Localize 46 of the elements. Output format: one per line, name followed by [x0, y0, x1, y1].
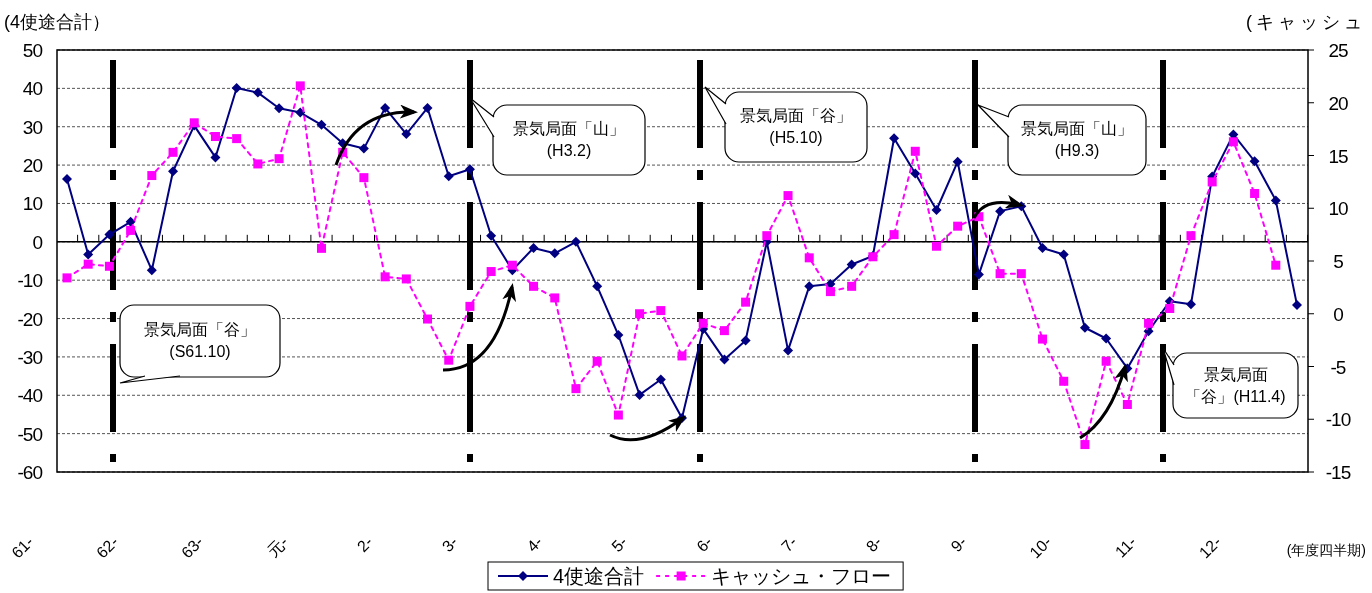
y-tick-label: 40: [22, 78, 43, 100]
x-tick-label: 61-: [8, 533, 37, 562]
legend-label: キャッシュ・フロー: [711, 565, 892, 587]
x-tick-label: 6-: [693, 533, 716, 556]
x-tick-label: 8-: [862, 533, 885, 556]
y2-tick-label: -15: [1325, 462, 1351, 483]
y-tick-label: -50: [17, 423, 43, 445]
y-axis-title: (4使途合計）: [4, 12, 111, 32]
x-tick-label: 4-: [523, 533, 546, 556]
y-tick-label: 10: [22, 193, 43, 215]
annotation: 景気局面「谷」(H11.4): [1184, 364, 1287, 407]
annotation: 景気局面「山」(H9.3): [1020, 119, 1134, 161]
x-tick-label: 62-: [93, 533, 122, 562]
y2-axis-title: (キャッシュ: [1246, 12, 1366, 32]
y-tick-label: -40: [17, 385, 43, 407]
x-tick-label: 2-: [353, 533, 377, 556]
y-tick-label: 30: [22, 116, 43, 138]
y-tick-label: 20: [22, 155, 43, 177]
annotation: 景気局面「山」(H3.2): [512, 119, 626, 161]
x-tick-label: 元-: [264, 533, 292, 561]
y2-tick-label: 10: [1328, 198, 1348, 220]
y-tick-label: -30: [17, 346, 43, 368]
y2-tick-label: 0: [1333, 303, 1344, 325]
y2-tick-label: -10: [1325, 409, 1351, 431]
x-tick-label: 11-: [1111, 533, 1140, 561]
y-tick-label: 50: [22, 40, 43, 61]
x-tick-label: 63-: [177, 533, 207, 562]
legend-label: 4使途合計: [553, 565, 645, 587]
annotation: 景気局面「谷」(S61.10): [143, 320, 257, 362]
x-tick-label: 12-: [1195, 533, 1225, 562]
y2-tick-label: 15: [1328, 145, 1348, 167]
y2-tick-label: -5: [1330, 356, 1346, 378]
y-tick-label: 0: [32, 231, 43, 253]
y-tick-label: -60: [17, 462, 43, 483]
y-tick-label: -20: [17, 308, 43, 330]
x-axis-title: (年度四半期): [1286, 542, 1366, 558]
annotation: 景気局面「谷」(H5.10): [739, 106, 853, 148]
x-tick-label: 5-: [608, 533, 631, 556]
x-tick-label: 10-: [1026, 533, 1055, 562]
y2-tick-label: 5: [1333, 251, 1344, 272]
x-tick-label: 7-: [778, 533, 801, 556]
x-tick-label: 9-: [947, 533, 970, 556]
y2-tick-label: 25: [1328, 40, 1348, 61]
y2-tick-label: 20: [1328, 92, 1348, 114]
y-tick-label: -10: [17, 270, 43, 292]
x-tick-label: 3-: [438, 533, 461, 556]
